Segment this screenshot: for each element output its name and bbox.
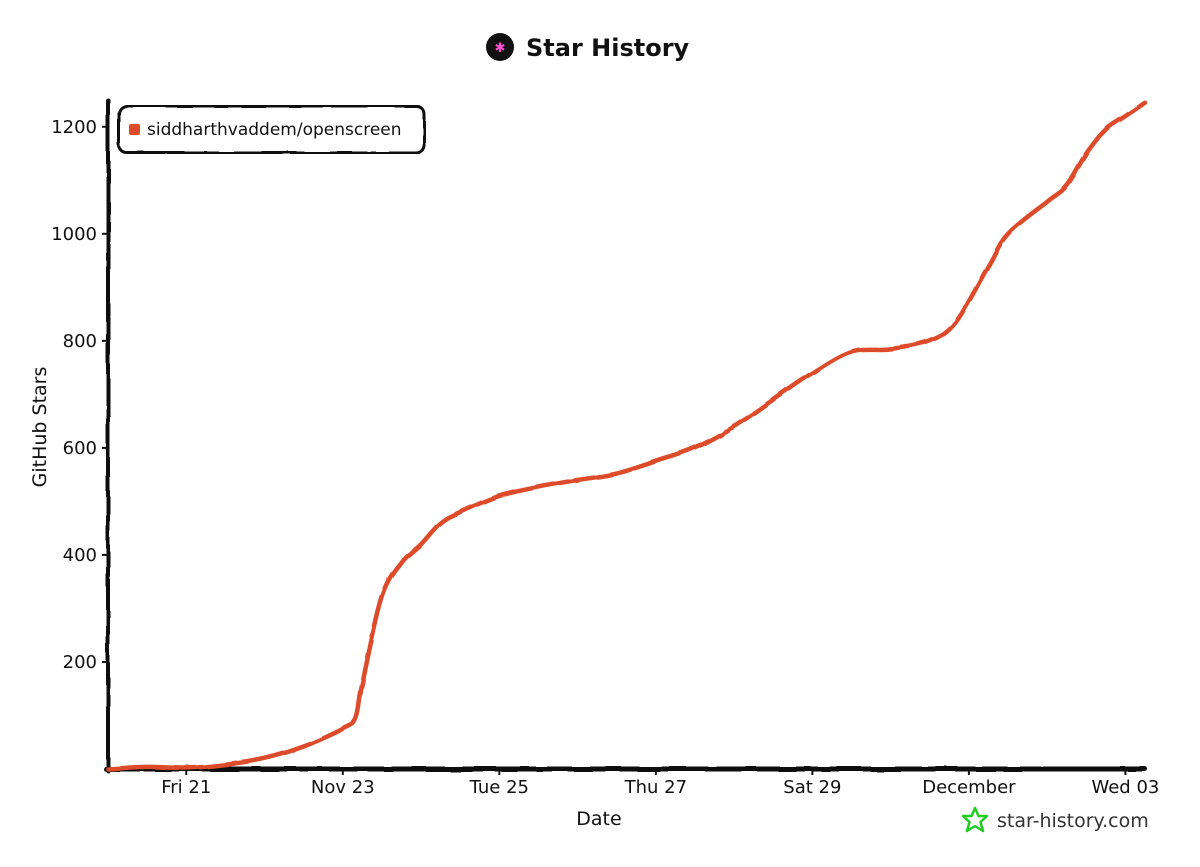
brand-text: star-history.com	[997, 810, 1149, 832]
star-history-logo-icon	[961, 806, 989, 833]
x-tick-label: Thu 27	[624, 777, 687, 798]
y-tick-label: 200	[63, 652, 97, 673]
series-line-0	[105, 100, 1148, 772]
chart-title-group: ✱ Star History	[486, 33, 690, 62]
y-axis-label: GitHub Stars	[29, 367, 51, 488]
y-tick-label: 600	[63, 438, 97, 459]
x-tick-label: December	[922, 777, 1016, 798]
x-tick-label: Nov 23	[311, 777, 375, 798]
y-tick-label: 400	[63, 545, 97, 566]
title-logo-glyph: ✱	[495, 41, 506, 56]
x-axis-label: Date	[576, 808, 621, 830]
y-tick-label: 1200	[51, 117, 97, 138]
y-axis-ticks: 200 400 600 800 1000 1200	[51, 117, 108, 673]
x-tick-label: Tue 25	[469, 777, 529, 798]
chart-title: Star History	[526, 34, 690, 62]
series-layer	[105, 100, 1148, 772]
y-tick-label: 800	[63, 331, 97, 352]
x-tick-label: Wed 03	[1091, 777, 1159, 798]
x-tick-label: Fri 21	[161, 777, 211, 798]
legend-label: siddharthvaddem/openscreen	[147, 120, 402, 140]
legend: siddharthvaddem/openscreen	[117, 104, 426, 155]
title-logo-icon	[486, 33, 514, 61]
x-axis-ticks: Fri 21 Nov 23 Tue 25 Thu 27 Sat 29 December We…	[161, 769, 1159, 798]
legend-swatch	[129, 124, 140, 135]
legend-box	[117, 104, 426, 155]
brand-watermark: star-history.com	[961, 806, 1149, 833]
axes	[103, 98, 1148, 773]
y-tick-label: 1000	[51, 224, 97, 245]
x-tick-label: Sat 29	[783, 777, 841, 798]
